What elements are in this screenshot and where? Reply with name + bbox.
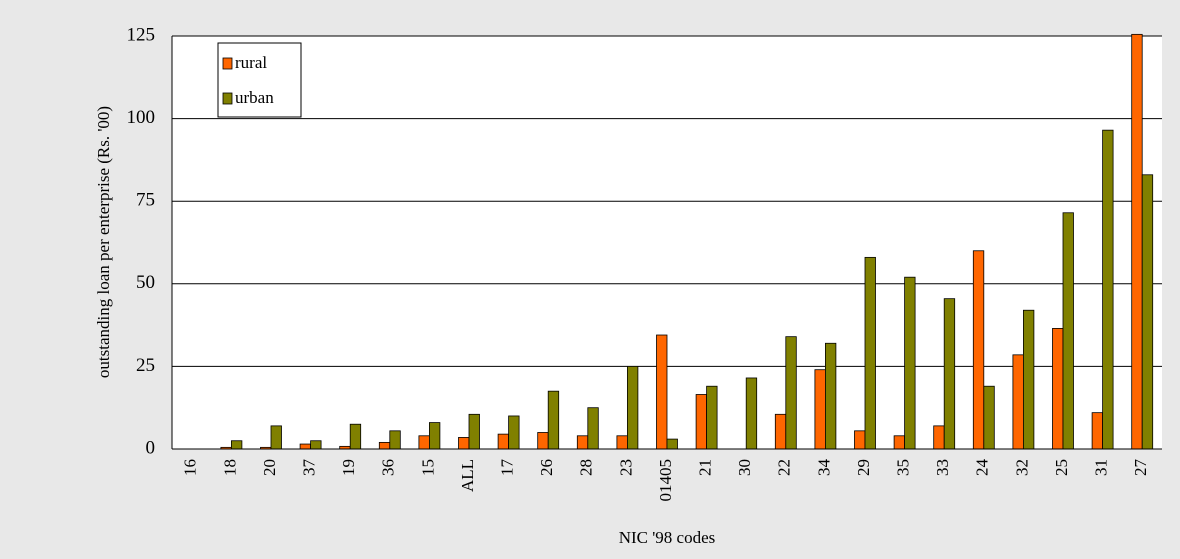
x-tick-label: 31: [1092, 459, 1111, 476]
bar-urban-19: [349, 423, 362, 450]
bar-urban-34: [825, 342, 837, 450]
x-tick-label: 15: [418, 459, 437, 476]
bar-urban-26: [547, 390, 560, 450]
bars: [220, 33, 1154, 450]
bar-urban-35: [904, 276, 916, 450]
y-axis-label: outstanding loan per enterprise (Rs. '00…: [94, 106, 113, 378]
x-tick-label: 01405: [656, 459, 675, 502]
x-tick-label: 22: [775, 459, 794, 476]
x-tick-label: 28: [577, 459, 596, 476]
bar-urban-25: [1062, 212, 1074, 450]
bar-rural-36: [378, 441, 391, 450]
x-axis-label: NIC '98 codes: [619, 528, 716, 547]
bar-urban-ALL: [468, 413, 480, 450]
legend-label-rural: rural: [235, 53, 267, 72]
x-tick-label: 27: [1131, 459, 1150, 477]
x-tick-label: 24: [973, 459, 992, 477]
y-tick-label: 75: [136, 190, 155, 211]
bar-urban-22: [785, 336, 797, 450]
bar-urban-23: [627, 365, 639, 450]
x-tick-label: 17: [498, 459, 517, 477]
bar-urban-37: [310, 440, 322, 450]
bar-rural-33: [933, 425, 945, 450]
bar-rural-26: [537, 432, 549, 450]
bar-rural-24: [972, 250, 985, 450]
y-tick-label: 50: [136, 272, 155, 293]
legend-swatch-urban: [222, 92, 233, 105]
bar-urban-28: [587, 407, 599, 450]
bar-rural-22: [774, 413, 787, 450]
x-tick-label: 21: [696, 459, 715, 476]
axes: [171, 36, 1162, 450]
bar-rural-35: [893, 435, 905, 450]
x-tick-label: 29: [854, 459, 873, 476]
bar-rural-23: [616, 435, 628, 450]
x-tick-label: 18: [220, 459, 239, 476]
bar-urban-24: [983, 385, 995, 450]
y-tick-label: 100: [127, 107, 156, 128]
bar-urban-01405: [666, 438, 678, 450]
bar-urban-33: [943, 298, 956, 450]
bar-urban-27: [1141, 174, 1154, 450]
x-tick-label: 36: [379, 459, 398, 476]
x-tick-label: 35: [894, 459, 913, 476]
bar-urban-30: [745, 377, 758, 450]
x-tick-label: 30: [735, 459, 754, 476]
legend-box: [217, 42, 302, 118]
y-tick-labels: 0 25 50 75 100 125: [127, 24, 156, 458]
bar-rural-32: [1012, 354, 1024, 450]
bar-urban-32: [1023, 309, 1035, 450]
x-tick-label: 16: [181, 459, 200, 476]
bar-rural-17: [497, 433, 510, 450]
y-tick-label: 25: [136, 355, 155, 376]
bar-rural-28: [576, 435, 589, 450]
bar-rural-31: [1091, 412, 1103, 450]
x-tick-label: 33: [933, 459, 952, 476]
bar-urban-21: [706, 385, 718, 450]
legend: rural urban: [217, 42, 302, 118]
bar-rural-15: [418, 435, 430, 450]
x-tick-label: 20: [260, 459, 279, 476]
bar-urban-17: [508, 415, 520, 450]
x-tick-label: 34: [814, 459, 833, 477]
legend-label-urban: urban: [235, 88, 274, 107]
bar-rural-34: [814, 369, 826, 450]
bar-urban-31: [1102, 129, 1114, 450]
bar-urban-29: [864, 256, 876, 450]
x-tick-label: 37: [300, 459, 319, 477]
x-tick-label: 19: [339, 459, 358, 476]
bar-rural-29: [854, 430, 866, 450]
bar-urban-18: [230, 440, 243, 450]
bar-urban-20: [270, 425, 282, 450]
bar-urban-36: [389, 430, 401, 450]
x-tick-label: ALL: [458, 459, 477, 492]
bar-rural-27: [1131, 33, 1143, 450]
bar-rural-25: [1052, 328, 1064, 450]
bar-urban-15: [428, 422, 441, 450]
bar-rural-37: [299, 443, 312, 450]
x-tick-label: 23: [616, 459, 635, 476]
bar-rural-21: [695, 394, 707, 450]
x-tick-label: 25: [1052, 459, 1071, 476]
bar-rural-ALL: [458, 437, 470, 450]
x-tick-label: 26: [537, 459, 556, 476]
y-tick-label: 0: [146, 437, 156, 458]
x-tick-labels: 16 18 20 37 19 36 15 ALL 17 26 28 23 01405 21 30 22 34 29…: [181, 459, 1150, 502]
x-tick-label: 32: [1012, 459, 1031, 476]
legend-swatch-rural: [222, 57, 233, 70]
gridlines: [172, 35, 1162, 367]
y-tick-label: 125: [127, 24, 156, 45]
bar-rural-01405: [656, 334, 668, 450]
